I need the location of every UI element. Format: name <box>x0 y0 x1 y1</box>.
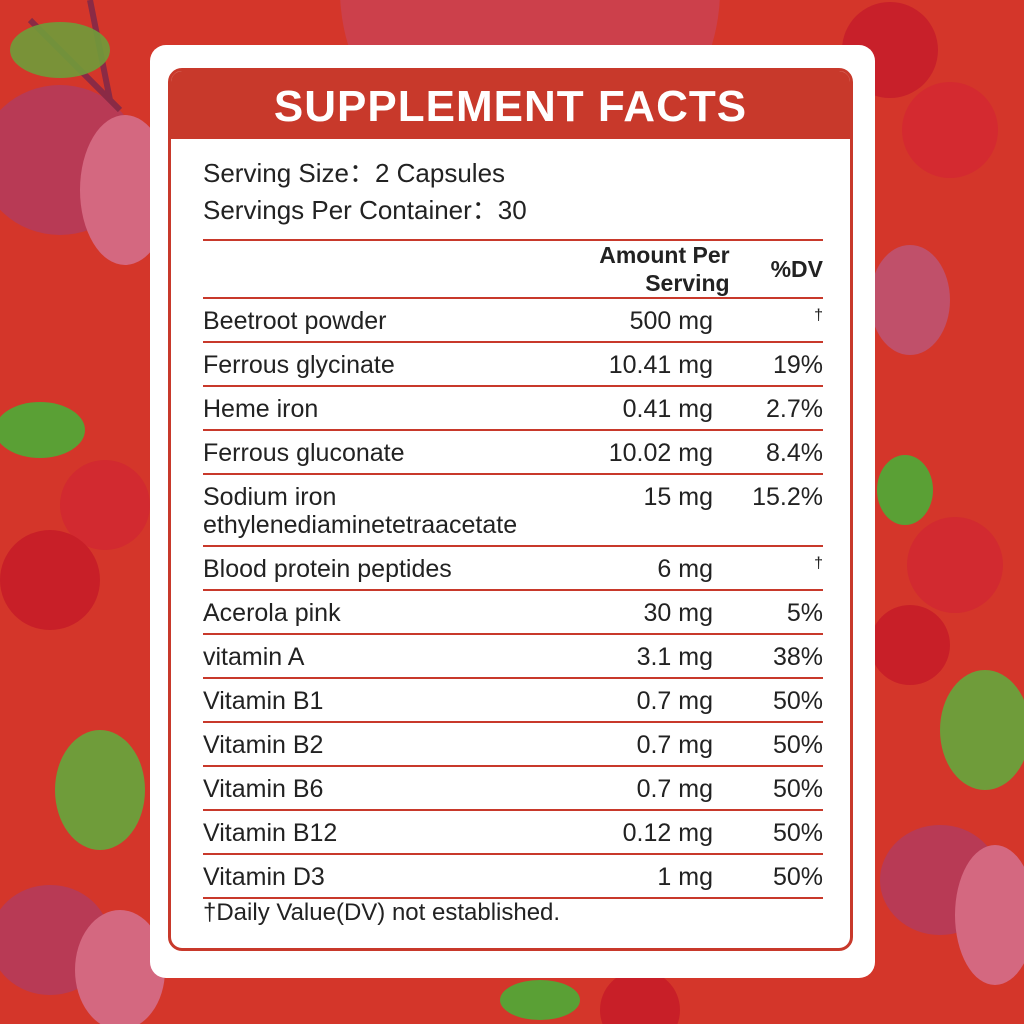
ingredient-row: vitamin A 3.1 mg 38% <box>203 635 823 679</box>
ingredient-name: Acerola pink <box>203 599 341 627</box>
ingredient-amount: 30 mg <box>643 599 713 627</box>
label-card: SUPPLEMENT FACTS Serving Size：2 Capsules… <box>150 45 875 978</box>
ingredient-amount: 0.7 mg <box>636 731 713 759</box>
title: SUPPLEMENT FACTS <box>171 71 850 139</box>
ingredient-dv: † <box>814 555 823 572</box>
ingredient-row: Beetroot powder 500 mg † <box>203 299 823 343</box>
ingredient-name: Vitamin B12 <box>203 819 338 847</box>
ingredient-amount: 15 mg <box>643 483 713 511</box>
header-row: Amount Per Serving %DV <box>203 241 823 299</box>
ingredient-amount: 1 mg <box>657 863 713 891</box>
ingredient-name: Vitamin B2 <box>203 731 324 759</box>
ingredient-dv: 50% <box>772 775 823 803</box>
ingredient-dv: 50% <box>772 863 823 891</box>
ingredient-row: Vitamin B2 0.7 mg 50% <box>203 723 823 767</box>
ingredient-row: Ferrous gluconate 10.02 mg 8.4% <box>203 431 823 475</box>
ingredient-dv: 5% <box>786 599 823 627</box>
ingredient-dv: 38% <box>772 643 823 671</box>
ingredient-row: Heme iron 0.41 mg 2.7% <box>203 387 823 431</box>
ingredient-name: Vitamin B1 <box>203 687 324 715</box>
footnote: †Daily Value(DV) not established. <box>203 899 561 926</box>
ingredient-amount: 0.12 mg <box>622 819 713 847</box>
ingredient-name: Vitamin B6 <box>203 775 324 803</box>
ingredient-name: Sodium iron ethylenediaminetetraacetate <box>203 483 518 539</box>
ingredient-row: Acerola pink 30 mg 5% <box>203 591 823 635</box>
servings-per-container: Servings Per Container：30 <box>203 195 527 225</box>
header-dv: %DV <box>770 256 823 282</box>
serving-size: Serving Size：2 Capsules <box>203 158 506 188</box>
ingredient-dv: 19% <box>772 351 823 379</box>
ingredient-row: Vitamin B12 0.12 mg 50% <box>203 811 823 855</box>
ingredient-amount: 0.41 mg <box>622 395 713 423</box>
ingredient-row: Vitamin D3 1 mg 50% <box>203 855 823 899</box>
ingredient-dv: 15.2% <box>752 483 823 511</box>
ingredient-amount: 6 mg <box>657 555 713 583</box>
ingredient-name: Ferrous gluconate <box>203 439 405 467</box>
ingredient-dv: 50% <box>772 731 823 759</box>
ingredient-amount: 500 mg <box>629 307 713 335</box>
ingredient-row: Blood protein peptides 6 mg † <box>203 547 823 591</box>
ingredient-dv: 8.4% <box>766 439 823 467</box>
ingredient-row: Vitamin B1 0.7 mg 50% <box>203 679 823 723</box>
ingredient-name: vitamin A <box>203 643 305 671</box>
ingredient-name: Ferrous glycinate <box>203 351 395 379</box>
ingredient-amount: 0.7 mg <box>636 775 713 803</box>
ingredient-amount: 10.41 mg <box>608 351 713 379</box>
ingredient-amount: 10.02 mg <box>608 439 713 467</box>
header-amount: Amount Per Serving <box>599 242 730 296</box>
ingredient-row: Ferrous glycinate 10.41 mg 19% <box>203 343 823 387</box>
ingredient-dv: 50% <box>772 819 823 847</box>
ingredient-row: Sodium iron ethylenediaminetetraacetate 1… <box>203 475 823 547</box>
ingredient-name: Blood protein peptides <box>203 555 452 583</box>
ingredient-dv: 50% <box>772 687 823 715</box>
label-frame: SUPPLEMENT FACTS Serving Size：2 Capsules… <box>168 68 853 951</box>
facts-table: Amount Per Serving %DV Beetroot powder 50… <box>203 239 823 899</box>
ingredient-name: Heme iron <box>203 395 319 423</box>
ingredient-dv: 2.7% <box>766 395 823 423</box>
ingredient-name: Beetroot powder <box>203 307 387 335</box>
ingredient-dv: † <box>814 307 823 324</box>
ingredient-amount: 3.1 mg <box>636 643 713 671</box>
serving-info: Serving Size：2 Capsules Servings Per Con… <box>203 155 527 229</box>
ingredient-name: Vitamin D3 <box>203 863 325 891</box>
ingredient-row: Vitamin B6 0.7 mg 50% <box>203 767 823 811</box>
ingredient-amount: 0.7 mg <box>636 687 713 715</box>
